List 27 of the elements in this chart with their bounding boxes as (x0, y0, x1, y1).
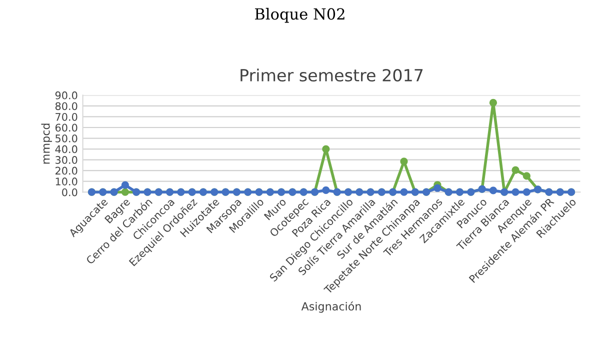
point (121, 181, 129, 189)
y-tick-label: 50.0 (56, 134, 78, 142)
x-axis-title: Asignación (301, 302, 361, 313)
y-tick-label: 80.0 (55, 102, 78, 110)
text: Bloque N02 (255, 8, 344, 23)
y-tick-label: 90.0 (55, 91, 78, 100)
point (489, 98, 498, 107)
chart-title: Primer semestre 2017 (240, 68, 423, 82)
point (522, 188, 530, 196)
point (322, 145, 330, 153)
y-tick-label: 0.0 (62, 188, 78, 196)
point (121, 188, 129, 196)
y-tick-label: 30.0 (56, 156, 78, 164)
point (400, 158, 408, 166)
point (434, 184, 442, 192)
y-tick-label: 60.0 (55, 124, 78, 132)
y-tick-label: 10.0 (56, 178, 78, 186)
y-axis-title: mmpcd (41, 124, 52, 164)
point (400, 188, 408, 196)
y-tick-label: 40.0 (55, 145, 78, 154)
point (489, 186, 498, 194)
y-tick-label: 20.0 (56, 166, 78, 175)
point (322, 186, 330, 194)
point (512, 166, 520, 174)
y-tick-label: 70.0 (56, 112, 78, 121)
point (512, 188, 520, 196)
point (522, 172, 530, 180)
